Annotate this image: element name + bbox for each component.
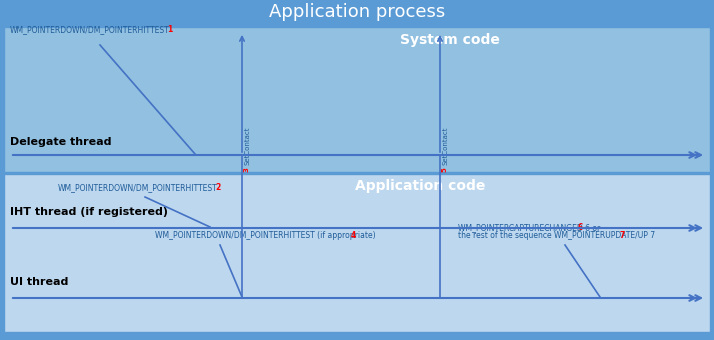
Text: 3: 3 [244,167,250,172]
Text: 1: 1 [167,25,172,34]
Text: 7: 7 [620,231,625,240]
Bar [4,174,710,332]
Text: Application process: Application process [269,3,445,21]
Text: 6: 6 [578,223,583,232]
Text: WM_POINTERDOWN/DM_POINTERHITTEST (if appropriate): WM_POINTERDOWN/DM_POINTERHITTEST (if app… [155,231,376,240]
Text: 5: 5 [442,167,448,172]
Text: IHT thread (if registered): IHT thread (if registered) [10,207,168,217]
Bar [4,27,710,172]
Text: Application code: Application code [355,179,486,193]
Bar [0,0,714,25]
Text: Delegate thread: Delegate thread [10,137,111,147]
Text: UI thread: UI thread [10,277,69,287]
Text: the rest of the sequence WM_POINTERUPDATE/UP 7: the rest of the sequence WM_POINTERUPDAT… [458,231,655,240]
Text: WM_POINTERDOWN/DM_POINTERHITTEST: WM_POINTERDOWN/DM_POINTERHITTEST [10,25,170,34]
Text: SetContact: SetContact [442,126,448,165]
Text: WM_POINTERCAPTURECHANGED 6 or: WM_POINTERCAPTURECHANGED 6 or [458,223,600,232]
Text: System code: System code [400,33,500,47]
Text: 4: 4 [351,231,356,240]
Text: 2: 2 [215,183,220,192]
Text: WM_POINTERDOWN/DM_POINTERHITTEST: WM_POINTERDOWN/DM_POINTERHITTEST [58,183,218,192]
Text: SetContact: SetContact [244,126,250,165]
